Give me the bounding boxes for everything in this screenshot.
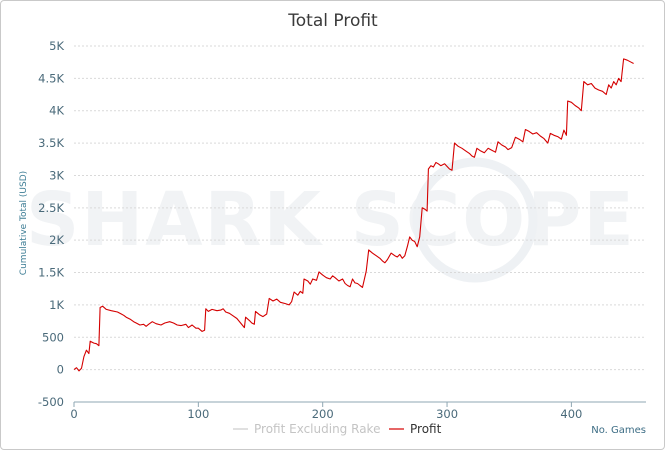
- watermark-layer: SHARK SCOPE: [26, 157, 636, 283]
- y-axis-label: Cumulative Total (USD): [19, 171, 29, 275]
- y-tick-label: 3K: [49, 168, 64, 182]
- legend-item[interactable]: Profit: [389, 422, 442, 436]
- legend[interactable]: Profit Excluding Rake Profit: [233, 422, 442, 436]
- legend-label: Profit: [410, 422, 442, 436]
- legend-item[interactable]: Profit Excluding Rake: [233, 422, 380, 436]
- x-axis-ticks: 0 100 200 300 400: [70, 401, 646, 421]
- y-axis-ticks: -500 0 500 1K 1.5K 2K 2.5K 3K 3.5K 4K 4.5K 5K: [38, 39, 65, 409]
- y-tick-label: -500: [38, 395, 64, 409]
- x-tick-label: 100: [187, 407, 209, 421]
- y-tick-label: 2.5K: [38, 201, 64, 215]
- x-tick-label: 200: [312, 407, 334, 421]
- x-tick-label: 0: [70, 407, 77, 421]
- y-tick-label: 5K: [49, 39, 64, 53]
- chart-title: Total Profit: [287, 11, 378, 31]
- y-tick-label: 1K: [49, 298, 64, 312]
- watermark-text: SHARK SCOPE: [26, 177, 636, 263]
- y-tick-label: 500: [42, 330, 64, 344]
- y-tick-label: 4.5K: [38, 71, 64, 85]
- x-tick-label: 300: [436, 407, 458, 421]
- y-tick-label: 0: [57, 363, 64, 377]
- series-line-profit: [73, 58, 634, 372]
- legend-label: Profit Excluding Rake: [254, 422, 380, 436]
- y-tick-label: 1.5K: [38, 266, 64, 280]
- grid-layer: [74, 45, 646, 403]
- series-layer: [73, 58, 634, 372]
- watermark-crosshair-icon: [412, 157, 538, 283]
- y-tick-label: 3.5K: [38, 136, 64, 150]
- y-tick-label: 2K: [49, 233, 64, 247]
- x-tick-label: 400: [560, 407, 582, 421]
- x-axis-label: No. Games: [591, 425, 646, 436]
- y-tick-label: 4K: [49, 104, 64, 118]
